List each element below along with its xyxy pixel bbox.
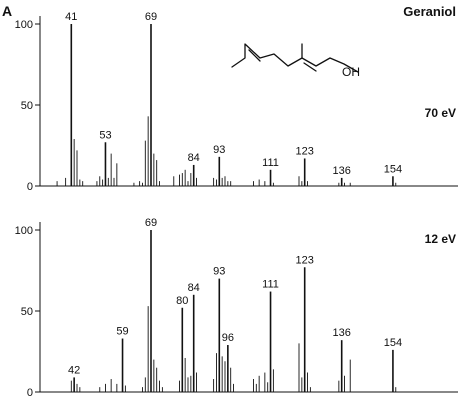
compound-name: Geraniol bbox=[403, 4, 456, 19]
peak-label: 111 bbox=[262, 157, 279, 169]
double-bond-left bbox=[248, 49, 261, 62]
peak-label: 136 bbox=[333, 327, 351, 339]
peak-label: 154 bbox=[384, 337, 402, 349]
y-tick-label: 50 bbox=[21, 306, 33, 318]
peak-label: 53 bbox=[99, 129, 111, 141]
panel-label: A bbox=[2, 3, 12, 19]
peak-label: 154 bbox=[384, 163, 402, 175]
peak-label: 69 bbox=[145, 11, 157, 23]
peak-label: 111 bbox=[262, 279, 279, 291]
y-tick-label: 100 bbox=[15, 19, 33, 31]
peak-label: 123 bbox=[296, 145, 314, 157]
spectra-panels: 0 50 100 41 53 69 84 93 111 123 136 154 70 eV 0 50 100 4… bbox=[15, 11, 458, 399]
peak-label: 136 bbox=[333, 165, 351, 177]
y-tick-label: 0 bbox=[27, 181, 33, 193]
peak-label: 84 bbox=[188, 282, 200, 294]
energy-annotation: 12 eV bbox=[425, 232, 456, 246]
carbon-chain bbox=[231, 43, 359, 73]
peak-label: 93 bbox=[213, 144, 225, 156]
peak-label: 69 bbox=[145, 217, 157, 229]
peak-label: 80 bbox=[176, 295, 188, 307]
geraniol-structure bbox=[231, 43, 359, 73]
hydroxyl-label: OH bbox=[342, 65, 360, 79]
energy-annotation: 70 eV bbox=[425, 106, 456, 120]
peak-label: 84 bbox=[188, 152, 200, 164]
peak-label: 59 bbox=[116, 326, 128, 338]
peak-label: 42 bbox=[68, 364, 80, 376]
peak-label: 96 bbox=[222, 332, 234, 344]
peak-label: 93 bbox=[213, 266, 225, 278]
spectrum-panel-1: 0 50 100 41 53 69 84 93 111 123 136 154 70 eV bbox=[15, 11, 458, 193]
double-bond-right bbox=[303, 62, 317, 72]
y-tick-label: 50 bbox=[21, 100, 33, 112]
peak-label: 41 bbox=[65, 11, 77, 23]
peak-label: 123 bbox=[296, 254, 314, 266]
y-tick-label: 100 bbox=[15, 225, 33, 237]
y-tick-label: 0 bbox=[27, 387, 33, 399]
